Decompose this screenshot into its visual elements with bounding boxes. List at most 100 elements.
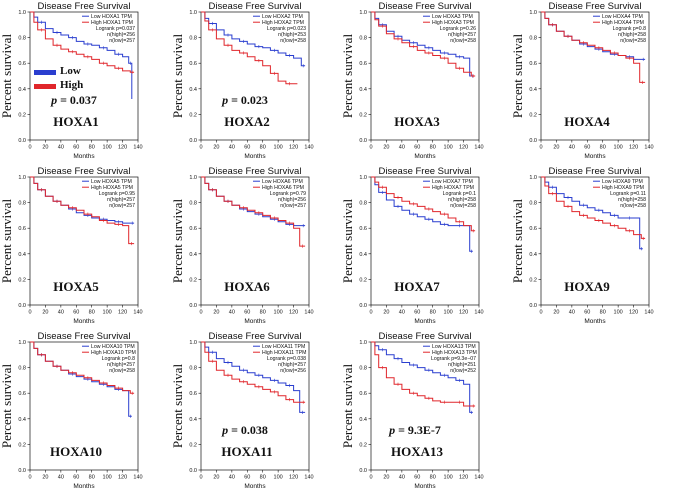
logrank-stat: Logrank p=0.038 xyxy=(267,356,306,362)
x-tick-label: 60 xyxy=(73,310,79,316)
legend-entry: High HOXA5 TPM xyxy=(91,185,133,191)
chart-title: Disease Free Survival xyxy=(379,166,472,177)
x-tick-label: 100 xyxy=(444,145,453,151)
x-tick-label: 80 xyxy=(260,145,266,151)
legend-entry: Low HOXA5 TPM xyxy=(91,179,132,185)
x-axis-label: Months xyxy=(244,153,266,160)
y-tick-label: 0.4 xyxy=(18,87,26,93)
y-tick-label: 0.8 xyxy=(18,201,26,207)
logrank-stat: n(low)=258 xyxy=(109,368,135,374)
y-tick-label: 1.0 xyxy=(359,10,367,16)
gene-label: HOXA11 xyxy=(221,444,272,459)
high-survival-curve xyxy=(30,176,135,245)
logrank-stat: n(low)=257 xyxy=(109,203,135,209)
legend-entry: High HOXA11 TPM xyxy=(262,350,307,356)
legend-entry: Low HOXA7 TPM xyxy=(432,179,473,185)
legend-entry: High HOXA10 TPM xyxy=(91,350,136,356)
x-tick-label: 120 xyxy=(629,310,638,316)
km-panel-hoxa11: Disease Free Survival 0.0 0.2 0.4 0.6 0.8 1.0 0… xyxy=(170,331,314,490)
x-tick-label: 100 xyxy=(274,475,283,481)
legend-entry: Low HOXA1 TPM xyxy=(91,14,132,20)
x-tick-label: 0 xyxy=(199,145,202,151)
x-tick-label: 0 xyxy=(539,310,542,316)
high-survival-curve xyxy=(371,341,476,407)
x-tick-label: 20 xyxy=(553,145,559,151)
x-tick-label: 60 xyxy=(414,475,420,481)
plot-frame xyxy=(370,11,480,141)
x-tick-label: 120 xyxy=(289,310,298,316)
logrank-stat: n(high)=258 xyxy=(618,32,646,38)
x-tick-label: 80 xyxy=(89,310,95,316)
gene-label: HOXA5 xyxy=(53,279,99,294)
km-panel-hoxa7: Disease Free Survival 0.0 0.2 0.4 0.6 0.8 1.0 0… xyxy=(340,166,484,325)
legend-entry: Low HOXA9 TPM xyxy=(602,179,643,185)
plot-frame xyxy=(540,11,650,141)
x-tick-label: 100 xyxy=(274,145,283,151)
chart-title: Disease Free Survival xyxy=(209,331,302,342)
x-tick-label: 60 xyxy=(73,145,79,151)
y-tick-label: 1.0 xyxy=(18,175,26,181)
gene-label: HOXA10 xyxy=(50,444,102,459)
x-tick-label: 20 xyxy=(213,310,219,316)
low-survival-curve xyxy=(371,341,473,413)
x-tick-label: 20 xyxy=(553,310,559,316)
legend-entry: Low HOXA6 TPM xyxy=(262,179,303,185)
logrank-stat: n(high)=257 xyxy=(448,32,476,38)
gene-label: HOXA2 xyxy=(224,114,270,129)
logrank-stat: n(high)=258 xyxy=(618,197,646,203)
x-tick-label: 140 xyxy=(474,145,483,151)
x-tick-label: 60 xyxy=(244,475,250,481)
y-tick-label: 0.0 xyxy=(18,138,26,144)
x-tick-label: 0 xyxy=(28,475,31,481)
y-tick-label: 0.6 xyxy=(529,61,537,67)
high-survival-curve xyxy=(201,341,306,403)
y-tick-label: 0.0 xyxy=(359,138,367,144)
x-tick-label: 120 xyxy=(118,145,127,151)
x-tick-label: 0 xyxy=(28,310,31,316)
x-tick-label: 80 xyxy=(260,475,266,481)
low-survival-curve xyxy=(371,11,476,77)
y-tick-label: 1.0 xyxy=(189,340,197,346)
x-tick-label: 0 xyxy=(199,310,202,316)
plot-frame xyxy=(29,176,139,306)
x-tick-label: 120 xyxy=(459,310,468,316)
high-legend-swatch xyxy=(34,84,56,89)
x-tick-label: 80 xyxy=(260,310,266,316)
x-tick-label: 0 xyxy=(539,145,542,151)
x-tick-label: 140 xyxy=(644,310,653,316)
logrank-stat: n(high)=256 xyxy=(107,32,135,38)
low-survival-curve xyxy=(201,11,306,67)
y-tick-label: 0.8 xyxy=(529,201,537,207)
y-axis-label: Percent survival xyxy=(510,199,525,284)
logrank-stat: n(low)=258 xyxy=(450,38,476,44)
plot-frame xyxy=(540,176,650,306)
logrank-stat: Logrank p=0.8 xyxy=(102,356,135,362)
x-tick-label: 140 xyxy=(644,145,653,151)
plot-frame xyxy=(370,176,480,306)
logrank-stat: n(low)=252 xyxy=(450,368,476,374)
y-axis-label: Percent survival xyxy=(0,364,14,449)
p-value: p = 0.037 xyxy=(50,93,97,107)
x-axis-label: Months xyxy=(244,318,266,325)
legend-entry: Low HOXA13 TPM xyxy=(432,344,476,350)
gene-label: HOXA7 xyxy=(394,279,440,294)
x-tick-label: 40 xyxy=(58,310,64,316)
logrank-stat: Logrank p=0.023 xyxy=(267,26,306,32)
y-tick-label: 0.2 xyxy=(18,277,26,283)
x-tick-label: 120 xyxy=(289,145,298,151)
y-tick-label: 0.8 xyxy=(189,366,197,372)
y-tick-label: 0.0 xyxy=(189,303,197,309)
y-tick-label: 0.2 xyxy=(18,112,26,118)
x-tick-label: 60 xyxy=(244,310,250,316)
x-tick-label: 20 xyxy=(383,475,389,481)
legend-entry: High HOXA1 TPM xyxy=(91,20,133,26)
y-tick-label: 0.2 xyxy=(359,442,367,448)
km-panel-hoxa10: Disease Free Survival 0.0 0.2 0.4 0.6 0.8 1.0 0… xyxy=(0,331,143,490)
chart-title: Disease Free Survival xyxy=(549,1,642,12)
plot-frame xyxy=(200,11,310,141)
y-tick-label: 0.4 xyxy=(18,417,26,423)
y-tick-label: 0.8 xyxy=(359,36,367,42)
y-tick-label: 0.8 xyxy=(359,366,367,372)
y-tick-label: 0.4 xyxy=(359,87,367,93)
y-tick-label: 0.6 xyxy=(359,226,367,232)
